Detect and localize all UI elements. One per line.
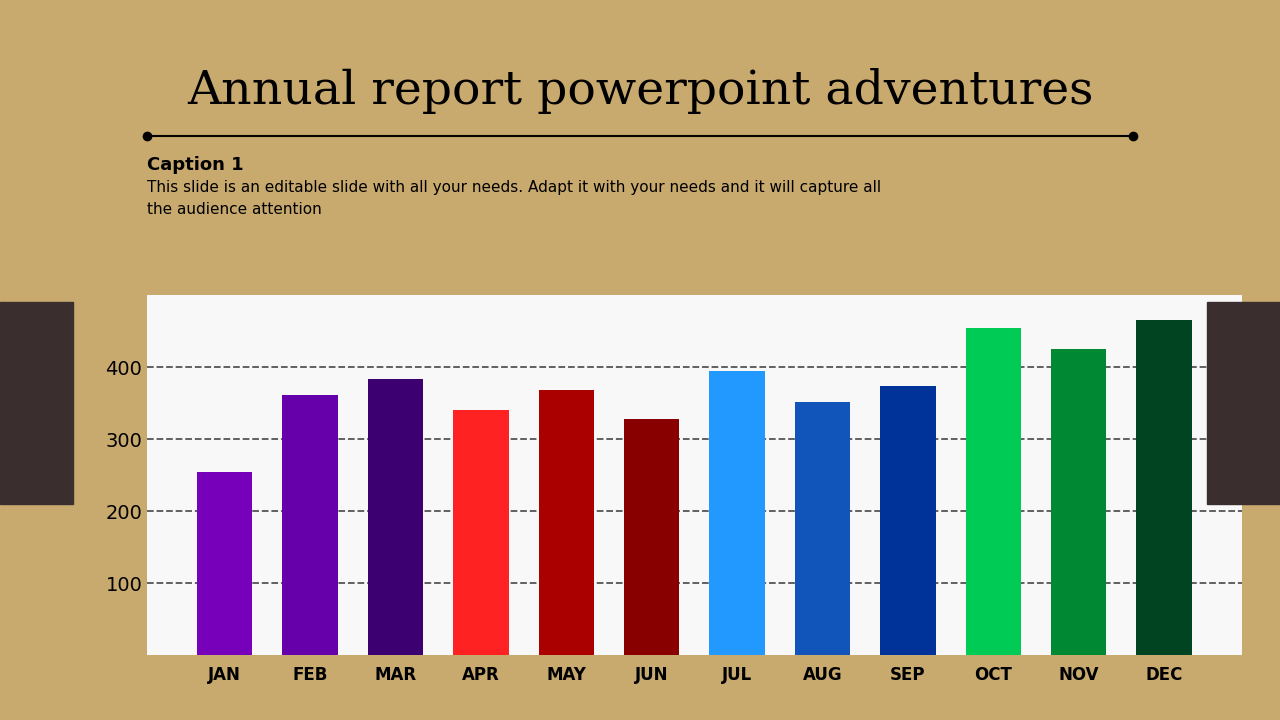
Bar: [283, 395, 338, 655]
Text: Annual report powerpoint adventures: Annual report powerpoint adventures: [187, 68, 1093, 114]
Bar: [1137, 320, 1192, 655]
Bar: [1051, 349, 1106, 655]
Bar: [965, 328, 1021, 655]
Bar: [709, 371, 765, 655]
Text: This slide is an editable slide with all your needs. Adapt it with your needs an: This slide is an editable slide with all…: [147, 180, 881, 217]
Bar: [453, 410, 508, 655]
Text: Caption 1: Caption 1: [147, 156, 243, 174]
Bar: [795, 402, 850, 655]
Bar: [539, 390, 594, 655]
Bar: [197, 472, 252, 655]
Bar: [367, 379, 424, 655]
Bar: [881, 386, 936, 655]
Bar: [623, 419, 680, 655]
